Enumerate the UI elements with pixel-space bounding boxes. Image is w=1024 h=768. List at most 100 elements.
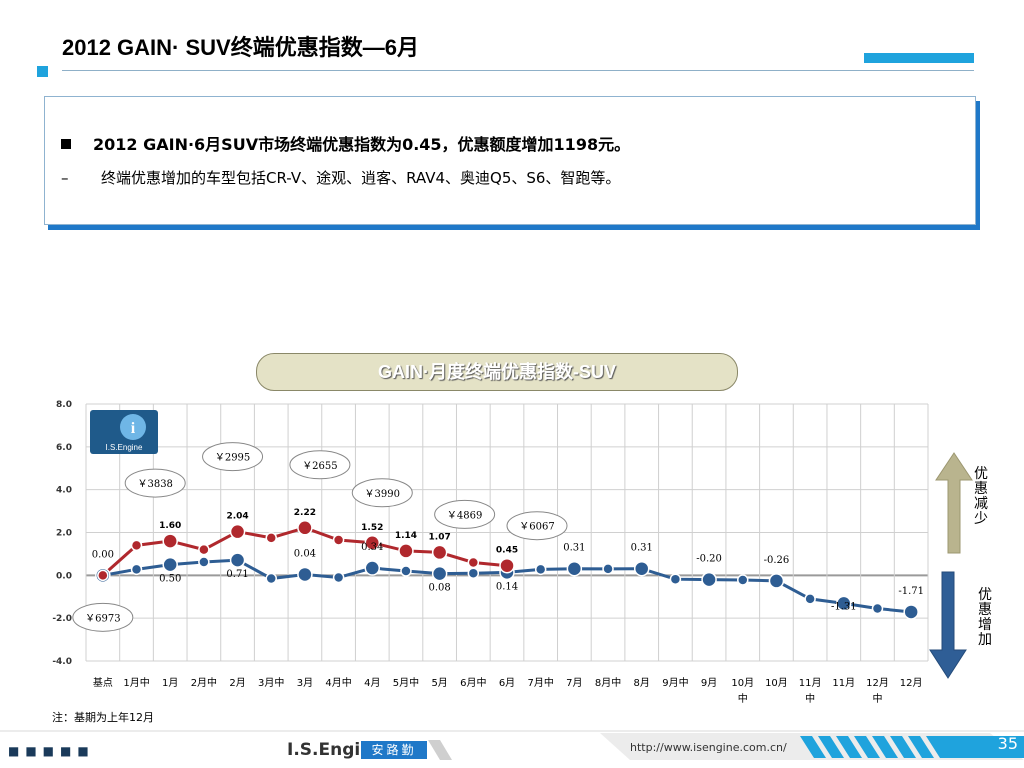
- summary-bullet-sub: – 终端优惠增加的车型包括CR-V、途观、逍客、RAV4、奥迪Q5、S6、智跑等。: [61, 167, 620, 188]
- chart-grid: [85, 403, 929, 662]
- arrow-up-icon: [935, 452, 973, 554]
- y-tick-label: 4.0: [56, 486, 72, 496]
- price-callout-text: ￥3838: [137, 479, 172, 490]
- data-label-2012: 2.04: [226, 512, 248, 522]
- data-point-2011: [400, 565, 412, 577]
- y-tick-label: 2.0: [56, 529, 72, 539]
- data-point-2011: [130, 563, 143, 576]
- data-point-2011: [633, 560, 650, 577]
- data-point-2012: [229, 523, 246, 540]
- price-callout-bubble: [72, 602, 134, 632]
- x-tick-label: 7月: [566, 677, 582, 689]
- data-point-2011: [332, 571, 345, 584]
- price-callout-bubble: [124, 468, 186, 498]
- data-label-2011: 0.34: [361, 542, 383, 553]
- accent-bar: [864, 53, 974, 63]
- bullet-square-icon: [61, 139, 71, 149]
- data-label-2011: 0.08: [429, 583, 451, 594]
- data-label-2011: -1.71: [898, 586, 924, 597]
- isengine-logo: i I.S.Engine: [90, 410, 158, 454]
- data-point-2011: [602, 563, 614, 575]
- y-tick-label: 8.0: [56, 400, 72, 410]
- data-point-2011: [701, 571, 717, 588]
- chart-title-banner: GAIN·月度终端优惠指数-SUV: [256, 353, 738, 391]
- data-point-2011: [768, 573, 785, 589]
- y-tick-label: -4.0: [52, 657, 72, 667]
- data-point-2011: [534, 563, 547, 576]
- x-tick-label: 4月中: [325, 676, 351, 689]
- price-callout-text: ￥6973: [85, 613, 120, 624]
- x-tick-label-line2: 中: [872, 692, 882, 705]
- y-tick-label: -2.0: [52, 614, 72, 624]
- footer-brand: 安路勤: [361, 741, 427, 759]
- price-callout-bubble: [506, 511, 568, 541]
- data-label-2011: 0.50: [159, 574, 181, 585]
- side-label-more-discount: 优惠增加: [978, 587, 992, 648]
- price-callout-text: ￥2995: [215, 453, 250, 464]
- data-label-2012: 0.45: [496, 546, 518, 556]
- data-point-2011: [431, 565, 448, 582]
- summary-sub-text: 终端优惠增加的车型包括CR-V、途观、逍客、RAV4、奥迪Q5、S6、智跑等。: [101, 169, 621, 187]
- y-tick-label: 6.0: [56, 443, 72, 453]
- x-tick-label: 12月: [900, 677, 923, 689]
- x-tick-label: 2月中: [191, 676, 217, 689]
- x-tick-label: 6月中: [460, 676, 486, 689]
- chart-footnote: 注：基期为上年12月: [52, 711, 154, 724]
- data-label-2011: -0.20: [696, 554, 722, 565]
- data-label-2011: 0.71: [226, 569, 248, 580]
- footer-logo: I.S.Engine: [287, 740, 384, 760]
- data-label-2012: 1.14: [395, 531, 417, 541]
- data-point-2011: [364, 560, 381, 576]
- data-label-2012: 1.52: [361, 523, 383, 533]
- x-tick-label: 9月中: [662, 676, 688, 689]
- x-tick-label: 8月中: [595, 676, 621, 689]
- data-point-2011: [297, 566, 313, 583]
- summary-box: 2012 GAIN·6月SUV市场终端优惠指数为0.45，优惠额度增加1198元…: [44, 96, 976, 225]
- x-tick-label: 4月: [364, 677, 380, 689]
- price-callout-text: ￥4869: [447, 510, 482, 521]
- data-point-2012: [499, 557, 515, 574]
- data-label-2012: 1.60: [159, 521, 181, 531]
- chart-data-labels: 1.60 2.04 2.22 1.52 1.14 1.07 0.45 0.00 0.50 0.71…: [92, 508, 924, 613]
- page-number: 35: [997, 734, 1018, 753]
- price-callout-bubble: [202, 442, 264, 472]
- x-tick-label: 5月: [431, 677, 447, 689]
- arrow-down-icon: [929, 571, 967, 679]
- chart-callouts: ￥6973 ￥3838 ￥2995 ￥2655 ￥3990 ￥4869 ￥6067: [72, 442, 568, 632]
- x-tick-label: 12月: [866, 677, 889, 689]
- x-tick-label: 2月: [229, 677, 245, 689]
- data-point-2011: [265, 572, 277, 585]
- x-tick-label: 8月: [634, 677, 650, 689]
- data-point-2012: [467, 556, 480, 569]
- data-label-2011: 0.00: [92, 549, 114, 560]
- data-label-2012: 2.22: [294, 508, 316, 518]
- x-tick-label: 3月中: [258, 676, 284, 689]
- side-label-less-discount: 优惠减少: [974, 466, 988, 527]
- price-callout-bubble: [351, 478, 413, 508]
- data-label-2011: -1.31: [831, 601, 857, 612]
- x-tick-label: 6月: [499, 677, 515, 689]
- data-point-2011: [903, 604, 919, 620]
- data-label-2011: 0.14: [496, 581, 518, 592]
- data-point-2011: [836, 595, 852, 612]
- data-point-2011: [871, 602, 884, 615]
- price-callout-text: ￥3990: [365, 489, 400, 500]
- data-point-2012: [332, 534, 345, 546]
- footer-url[interactable]: http://www.isengine.com.cn/: [630, 741, 787, 754]
- logo-info-icon: [120, 414, 146, 440]
- data-point-2011: [669, 573, 682, 585]
- x-tick-label: 10月: [765, 677, 788, 689]
- data-label-2011: 0.04: [294, 548, 316, 559]
- data-point-2012: [198, 543, 210, 556]
- data-label-2011: -0.26: [764, 555, 790, 566]
- price-callout-bubble: [434, 499, 496, 529]
- x-tick-label: 11月: [832, 677, 855, 689]
- x-tick-label: 9月: [701, 677, 717, 689]
- summary-main-text: 2012 GAIN·6月SUV市场终端优惠指数为0.45，优惠额度增加1198元…: [93, 135, 631, 154]
- data-point-2011: [162, 556, 178, 573]
- x-tick-label: 5月中: [393, 676, 419, 689]
- price-callout-text: ￥2655: [302, 461, 337, 472]
- data-point-2012: [97, 569, 109, 582]
- summary-bullet-main: 2012 GAIN·6月SUV市场终端优惠指数为0.45，优惠额度增加1198元…: [61, 131, 630, 155]
